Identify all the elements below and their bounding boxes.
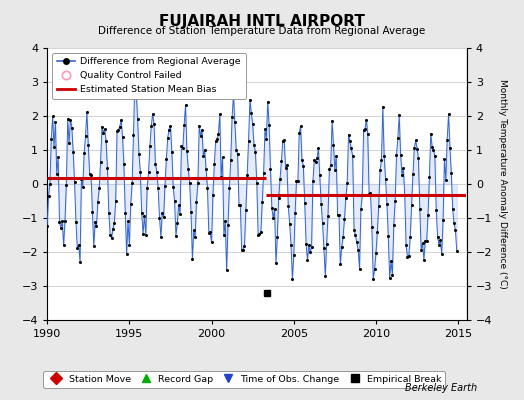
Text: Difference of Station Temperature Data from Regional Average: Difference of Station Temperature Data f… bbox=[99, 26, 425, 36]
Legend: Station Move, Record Gap, Time of Obs. Change, Empirical Break: Station Move, Record Gap, Time of Obs. C… bbox=[43, 371, 445, 388]
Text: Berkeley Earth: Berkeley Earth bbox=[405, 383, 477, 393]
Text: FUJAIRAH INTL AIRPORT: FUJAIRAH INTL AIRPORT bbox=[159, 14, 365, 29]
Y-axis label: Monthly Temperature Anomaly Difference (°C): Monthly Temperature Anomaly Difference (… bbox=[498, 79, 507, 289]
